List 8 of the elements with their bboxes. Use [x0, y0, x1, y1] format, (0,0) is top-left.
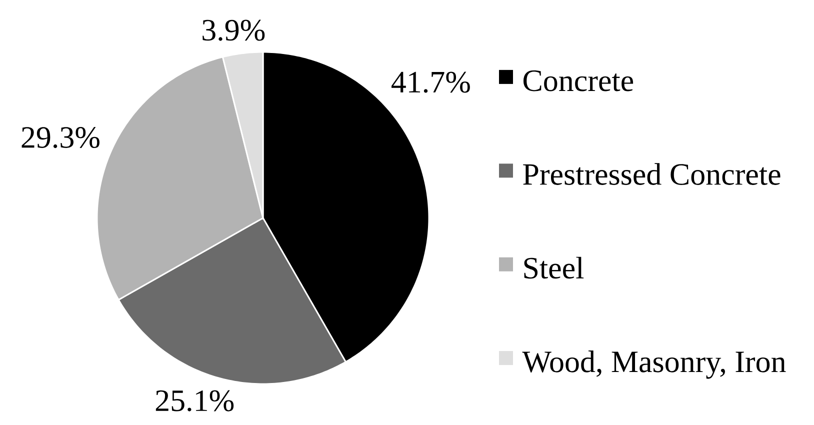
data-label: 25.1%: [156, 390, 234, 412]
data-label: 41.7%: [392, 72, 470, 93]
data-label: 29.3%: [22, 127, 100, 148]
legend-label: Concrete: [523, 70, 634, 92]
legend-label: Steel: [524, 256, 584, 279]
data-label: 3.9%: [202, 20, 265, 41]
legend-label: Prestressed Concrete: [523, 163, 780, 185]
legend-label: Wood, Masonry, Iron: [522, 350, 786, 379]
